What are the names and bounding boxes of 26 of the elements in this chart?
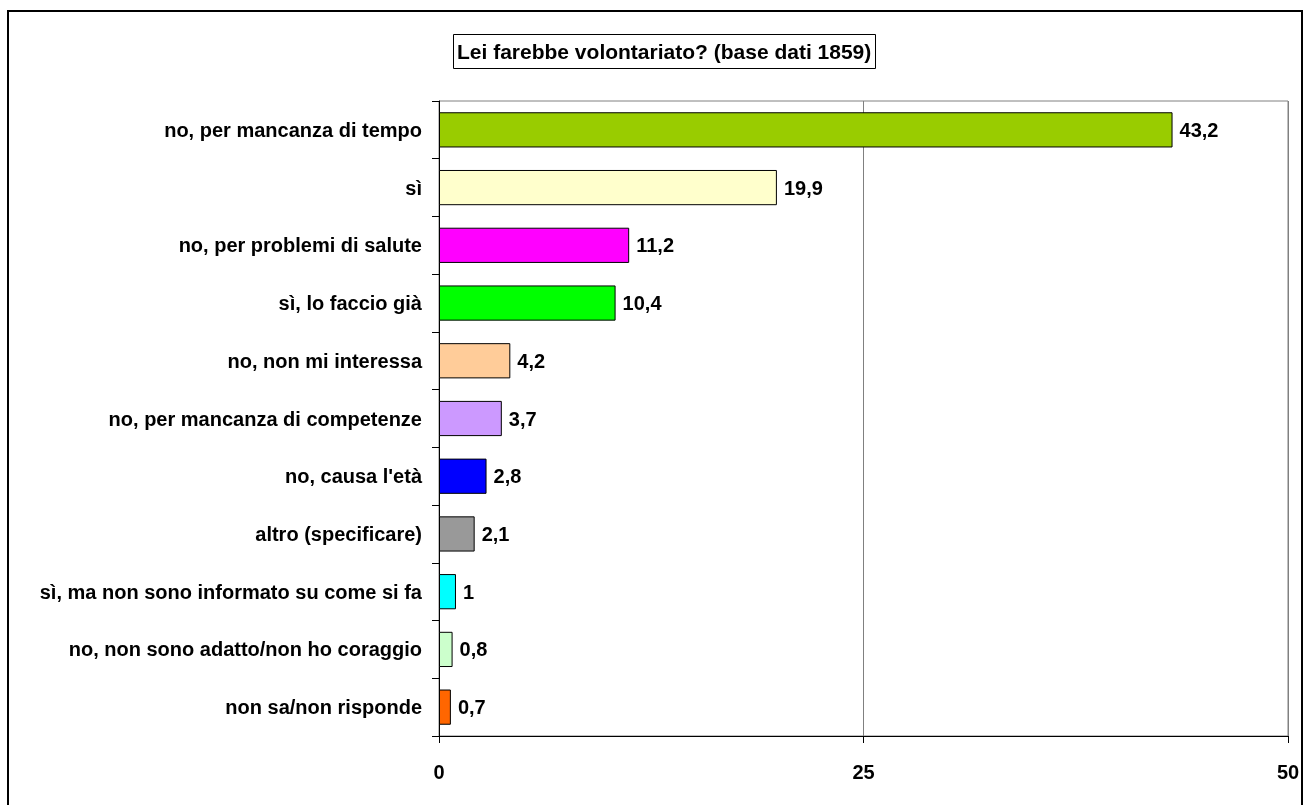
y-tick-label: no, non mi interessa	[227, 349, 423, 372]
y-tick-label: altro (specificare)	[255, 522, 422, 545]
x-tick-label: 25	[852, 761, 875, 783]
x-tick-label: 0	[433, 761, 445, 783]
data-label: 1	[462, 580, 475, 603]
y-tick-label: sì	[405, 176, 422, 199]
y-tick-label: sì, lo faccio già	[278, 292, 423, 315]
chart-title: Lei farebbe volontariato? (base dati 1859)	[457, 40, 872, 63]
data-label: 2,8	[493, 465, 522, 488]
y-tick-label: no, per mancanza di competenze	[108, 407, 422, 430]
y-tick-label: non sa/non risponde	[225, 696, 422, 719]
y-tick-label: no, causa l'età	[284, 465, 423, 488]
data-label: 11,2	[636, 234, 674, 257]
x-tick-label: 50	[1276, 761, 1300, 783]
y-tick-label: sì, ma non sono informato su come si fa	[39, 580, 423, 603]
data-label: 0,8	[459, 638, 488, 661]
y-tick-label: no, per mancanza di tempo	[164, 118, 422, 141]
data-label: 43,2	[1179, 118, 1219, 141]
data-label: 4,2	[517, 349, 546, 372]
y-tick-label: no, non sono adatto/non ho coraggio	[68, 638, 422, 661]
data-label: 10,4	[622, 292, 663, 315]
data-label: 0,7	[457, 696, 486, 719]
data-label: 3,7	[508, 407, 537, 430]
data-label: 19,9	[783, 176, 823, 199]
data-label: 2,1	[481, 522, 510, 545]
y-tick-label: no, per problemi di salute	[178, 234, 422, 257]
